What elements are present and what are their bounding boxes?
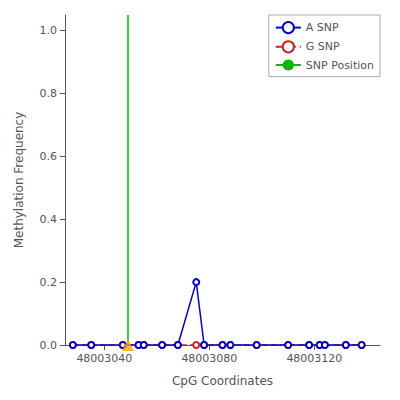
- svg-text:A SNP: A SNP: [306, 21, 339, 34]
- svg-text:48003040: 48003040: [76, 352, 132, 365]
- svg-text:G SNP: G SNP: [306, 40, 340, 53]
- svg-text:48003080: 48003080: [181, 352, 237, 365]
- svg-text:CpG Coordinates: CpG Coordinates: [172, 374, 273, 388]
- svg-text:0.0: 0.0: [40, 339, 58, 352]
- svg-text:0.6: 0.6: [40, 150, 58, 163]
- svg-text:48003120: 48003120: [286, 352, 342, 365]
- svg-text:Methylation Frequency: Methylation Frequency: [12, 112, 26, 249]
- svg-text:1.0: 1.0: [40, 24, 58, 37]
- svg-text:0.8: 0.8: [40, 87, 58, 100]
- svg-text:0.4: 0.4: [40, 213, 58, 226]
- svg-text:SNP Position: SNP Position: [306, 59, 374, 72]
- svg-text:0.2: 0.2: [40, 276, 58, 289]
